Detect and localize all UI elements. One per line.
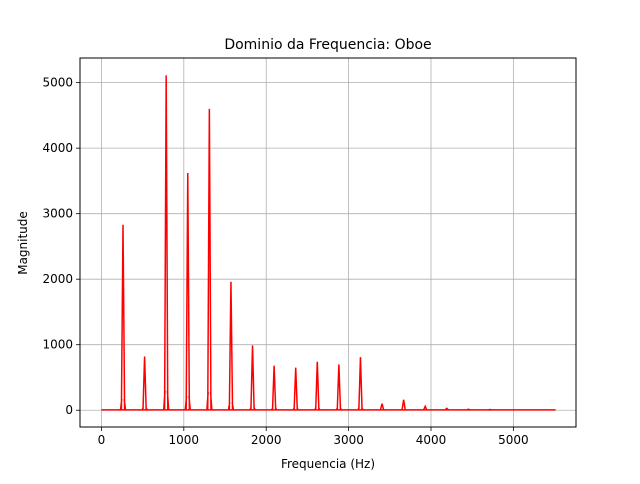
- x-tick-label: 5000: [498, 433, 529, 447]
- x-axis-label: Frequencia (Hz): [281, 457, 375, 471]
- x-tick-label: 0: [98, 433, 106, 447]
- x-tick-label: 2000: [251, 433, 282, 447]
- y-tick-label: 5000: [42, 76, 73, 90]
- chart-title: Dominio da Frequencia: Oboe: [224, 37, 431, 53]
- y-tick-label: 1000: [42, 338, 73, 352]
- y-tick-label: 2000: [42, 272, 73, 286]
- y-tick-label: 4000: [42, 141, 73, 155]
- x-tick-label: 3000: [333, 433, 364, 447]
- x-tick-label: 4000: [416, 433, 447, 447]
- y-tick-label: 0: [65, 403, 73, 417]
- y-axis-label: Magnitude: [16, 211, 30, 275]
- y-tick-label: 3000: [42, 207, 73, 221]
- spectrum-peak: [467, 409, 470, 410]
- x-tick-label: 1000: [169, 433, 200, 447]
